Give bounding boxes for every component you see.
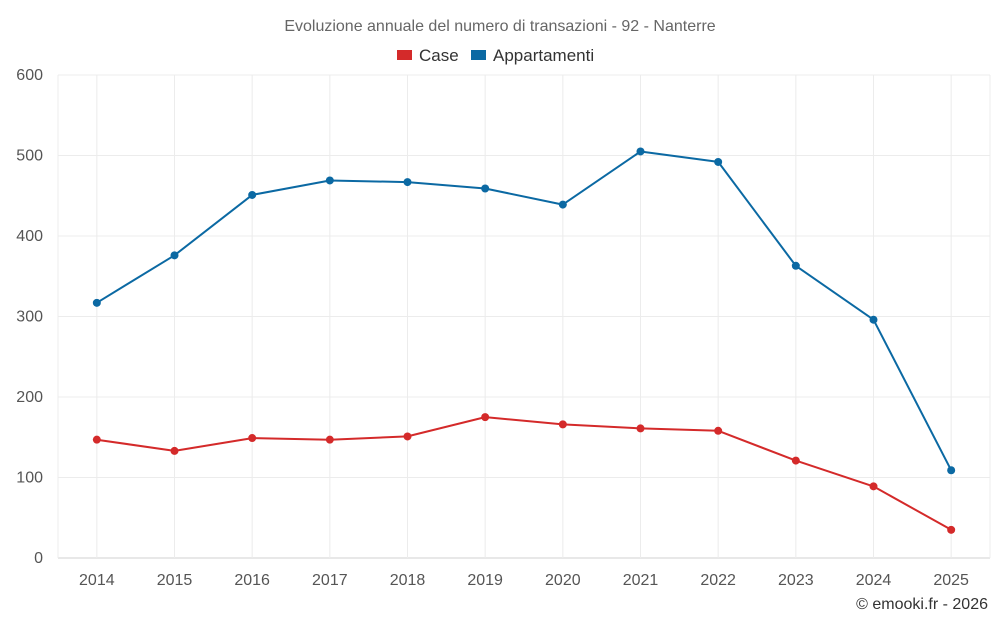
data-point-case[interactable] <box>403 432 412 441</box>
data-point-case[interactable] <box>947 525 956 534</box>
x-tick-label: 2022 <box>700 572 736 589</box>
data-point-case[interactable] <box>170 446 179 455</box>
data-point-appartamenti[interactable] <box>791 261 800 270</box>
x-axis-ticks: 2014 2015 2016 2017 2018 2019 2020 2021 2022 2023… <box>79 572 969 589</box>
x-tick-label: 2019 <box>467 572 503 589</box>
data-point-case[interactable] <box>714 426 723 435</box>
y-tick-label: 600 <box>16 67 43 84</box>
series-line-appartamenti <box>96 150 953 471</box>
y-tick-label: 300 <box>16 309 43 326</box>
data-point-appartamenti[interactable] <box>869 315 878 324</box>
data-point-appartamenti[interactable] <box>481 184 490 193</box>
x-tick-label: 2025 <box>933 572 969 589</box>
data-point-case[interactable] <box>791 456 800 465</box>
chart-title: Evoluzione annuale del numero di transaz… <box>284 18 715 35</box>
data-point-appartamenti[interactable] <box>636 147 645 156</box>
series <box>92 147 956 534</box>
data-point-case[interactable] <box>325 435 334 444</box>
y-tick-label: 400 <box>16 228 43 245</box>
y-axis-ticks: 0 100 200 300 400 500 600 <box>16 67 43 567</box>
legend-label-appartamenti[interactable]: Appartamenti <box>493 46 594 65</box>
series-line-case <box>96 416 952 531</box>
y-tick-label: 100 <box>16 470 43 487</box>
data-point-case[interactable] <box>92 435 101 444</box>
data-point-appartamenti[interactable] <box>170 251 179 260</box>
data-point-appartamenti[interactable] <box>248 190 257 199</box>
data-point-appartamenti[interactable] <box>558 200 567 209</box>
x-tick-label: 2020 <box>545 572 581 589</box>
data-point-appartamenti[interactable] <box>403 178 412 187</box>
data-point-case[interactable] <box>636 424 645 433</box>
data-point-case[interactable] <box>558 420 567 429</box>
data-point-case[interactable] <box>248 434 257 443</box>
y-tick-label: 200 <box>16 389 43 406</box>
x-tick-label: 2014 <box>79 572 115 589</box>
y-tick-label: 0 <box>34 550 43 567</box>
legend-swatch-appartamenti <box>471 50 486 60</box>
data-point-case[interactable] <box>481 413 490 422</box>
legend-swatch-case <box>397 50 412 60</box>
data-point-case[interactable] <box>869 482 878 491</box>
legend-label-case[interactable]: Case <box>419 46 459 65</box>
data-point-appartamenti[interactable] <box>92 298 101 307</box>
grid <box>57 74 991 559</box>
x-tick-label: 2024 <box>856 572 892 589</box>
x-tick-label: 2015 <box>157 572 193 589</box>
x-tick-label: 2023 <box>778 572 814 589</box>
x-tick-label: 2021 <box>623 572 659 589</box>
x-tick-label: 2017 <box>312 572 348 589</box>
legend: Case Appartamenti <box>397 46 594 65</box>
data-point-appartamenti[interactable] <box>714 157 723 166</box>
x-tick-label: 2016 <box>234 572 270 589</box>
data-point-appartamenti[interactable] <box>325 176 334 185</box>
y-tick-label: 500 <box>16 148 43 165</box>
credit: © emooki.fr - 2026 <box>856 596 988 613</box>
x-tick-label: 2018 <box>390 572 426 589</box>
data-point-appartamenti[interactable] <box>947 466 956 475</box>
